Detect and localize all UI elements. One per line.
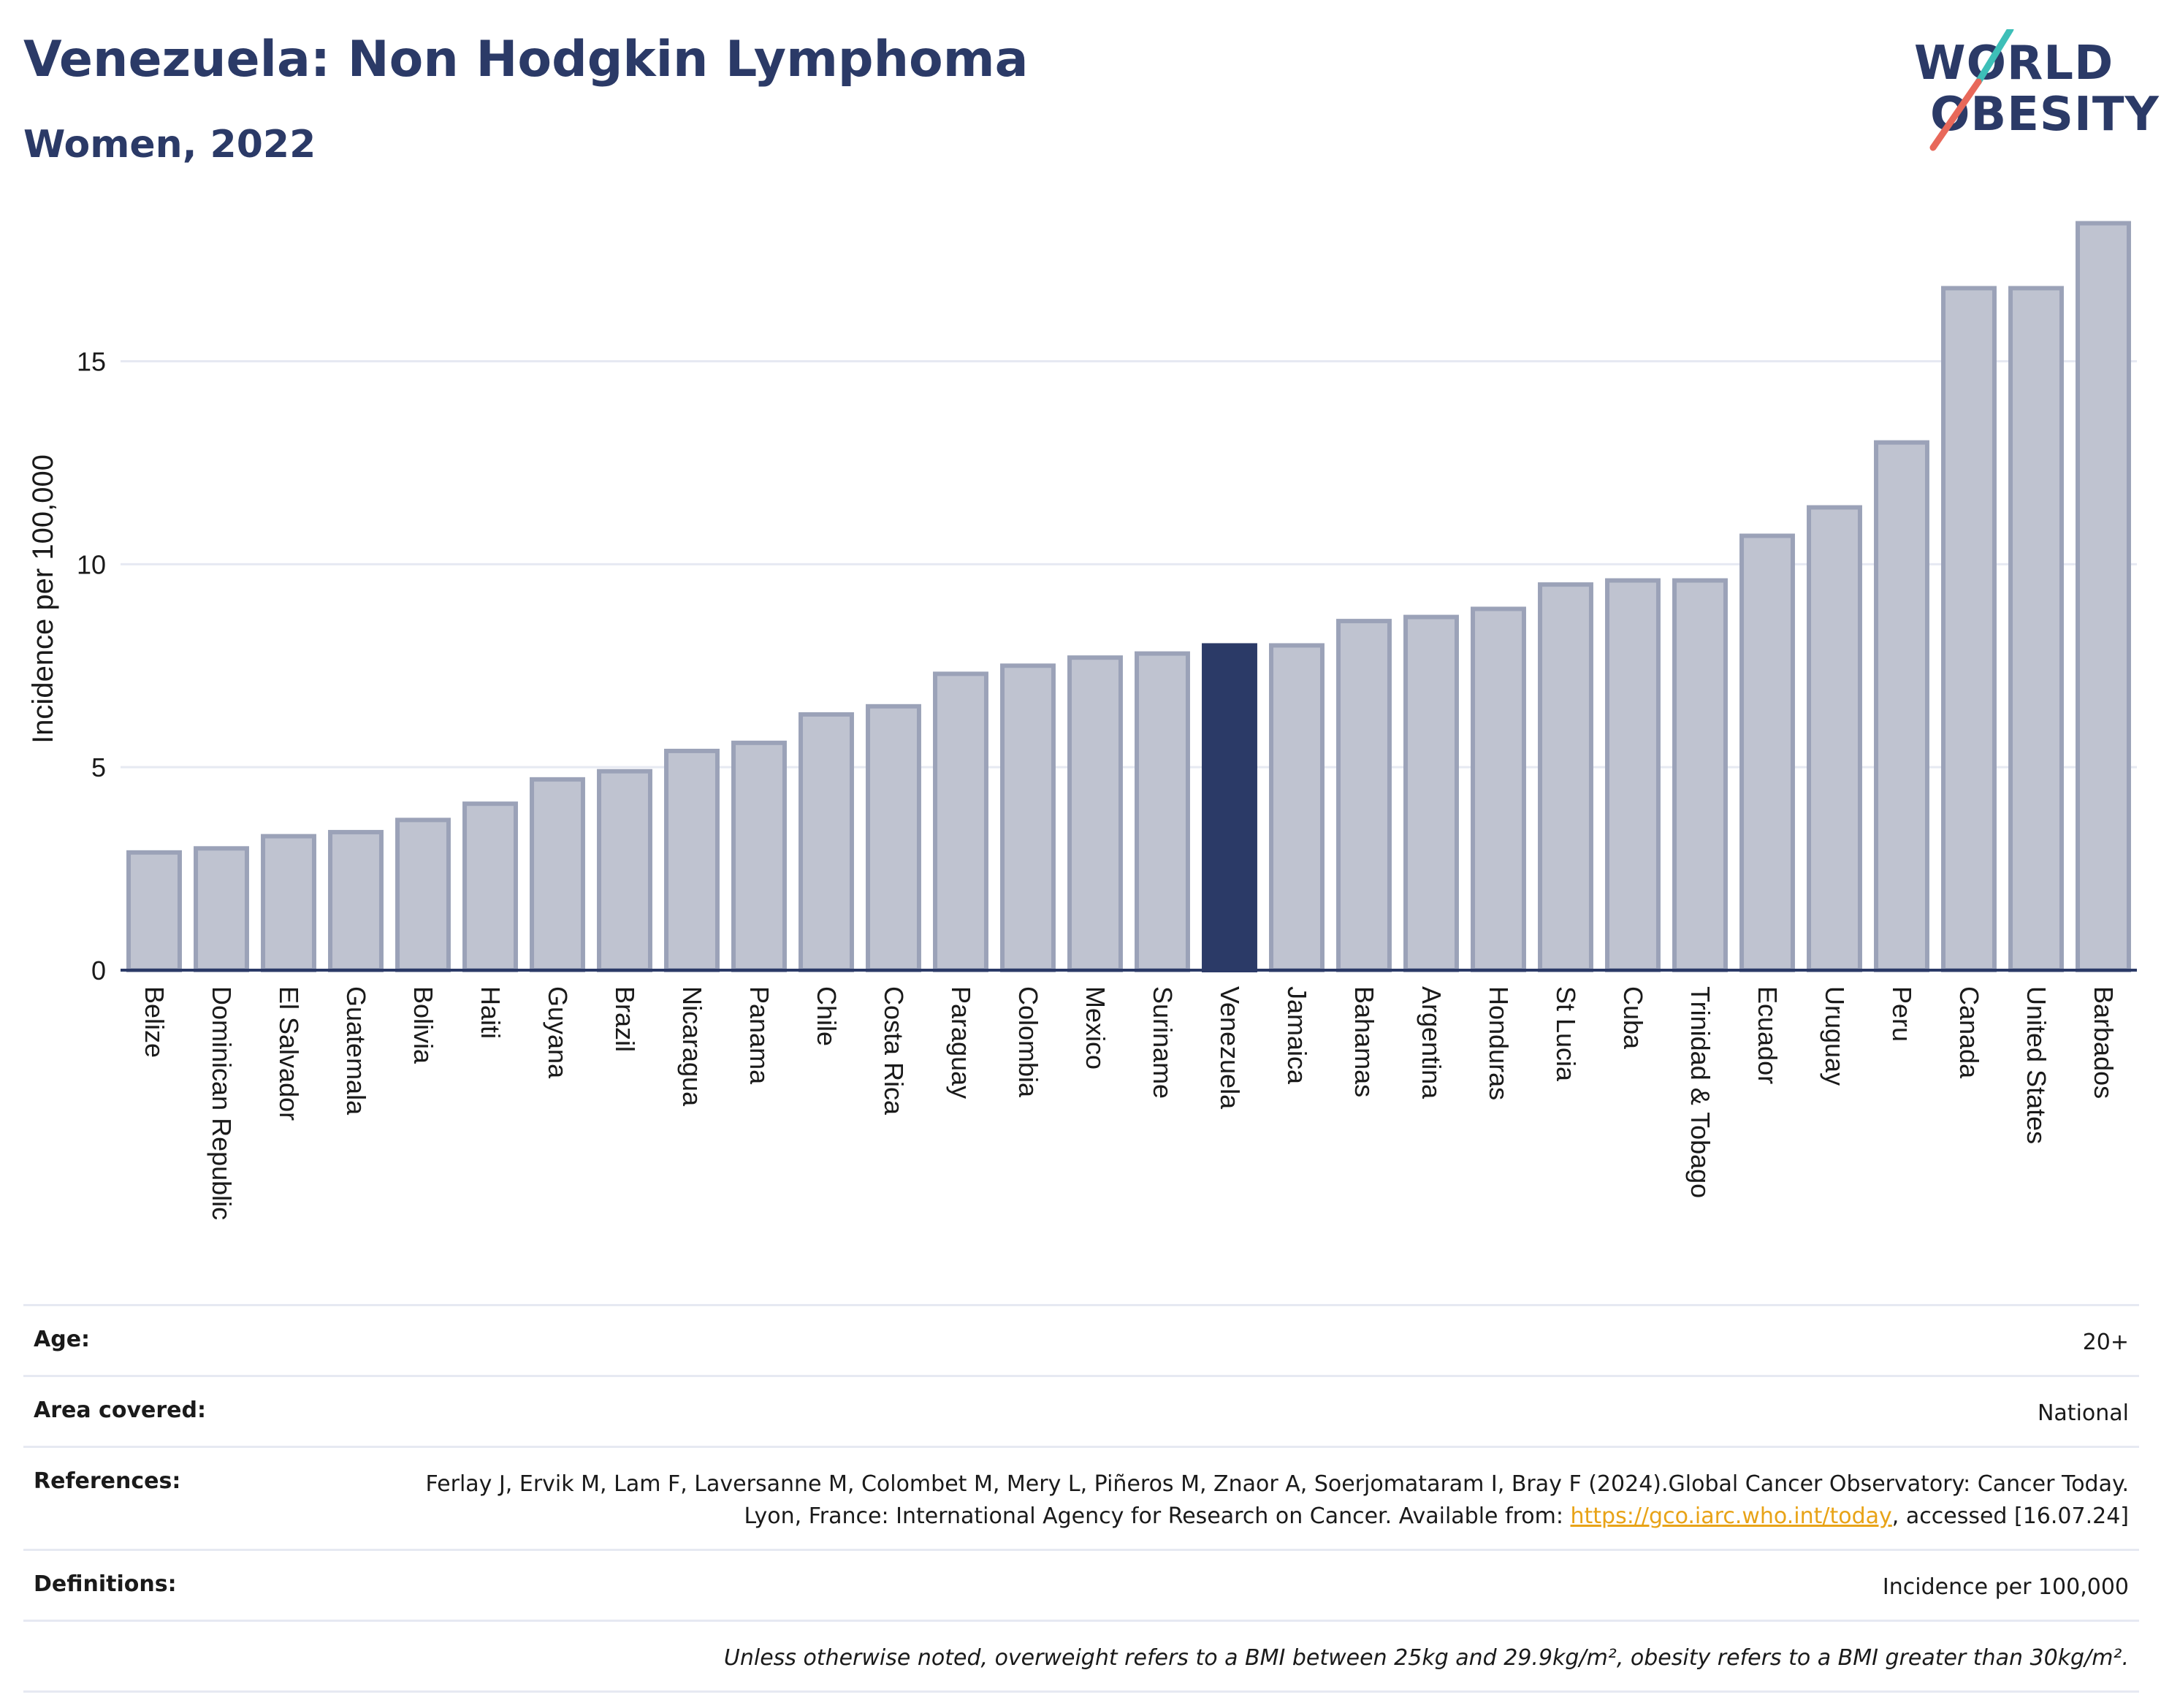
bar-united-states <box>2008 286 2064 973</box>
area-label: Area covered: <box>34 1398 206 1423</box>
bar-costa-rica <box>866 704 921 972</box>
info-row-age: Age: 20+ <box>23 1304 2139 1375</box>
x-tick-label: Guatemala <box>341 986 371 1116</box>
x-tick-label: Canada <box>1954 986 1984 1079</box>
logo-slash-icon <box>1929 29 2014 151</box>
tick-labels: 0 5 10 15 Belize Dominican Republic El Salvado… <box>77 346 2119 1220</box>
references-link[interactable]: https://gco.iarc.who.int/today <box>1570 1503 1892 1529</box>
x-tick-label: El Salvador <box>274 986 304 1121</box>
definitions-label: Definitions: <box>34 1571 177 1597</box>
x-tick-label: Ecuador <box>1753 986 1783 1084</box>
page-title: Venezuela: Non Hodgkin Lymphoma <box>23 31 1029 88</box>
x-tick-label: Chile <box>812 986 842 1046</box>
bar-cuba <box>1605 578 1661 972</box>
x-tick-label: Barbados <box>2089 986 2119 1099</box>
bar-trinidad-tobago <box>1672 578 1728 972</box>
references-label: References: <box>34 1468 181 1494</box>
bar-paraguay <box>933 671 988 972</box>
x-tick-label: Guyana <box>543 986 573 1079</box>
x-tick-label: Belize <box>140 986 169 1058</box>
bar-st-lucia <box>1538 582 1593 972</box>
page-subtitle: Women, 2022 <box>23 123 316 167</box>
bar-panama <box>731 740 787 972</box>
x-tick-label: Nicaragua <box>677 986 707 1107</box>
bar-chile <box>799 712 854 972</box>
bar-canada <box>1941 286 1997 973</box>
bar-uruguay <box>1807 505 1862 972</box>
info-row-definitions: Definitions: Incidence per 100,000 <box>23 1549 2139 1620</box>
references-text: Ferlay J, Ervik M, Lam F, Laversanne M, … <box>425 1471 2129 1529</box>
x-tick-label: Haiti <box>476 986 506 1039</box>
x-tick-label: Trinidad & Tobago <box>1685 986 1715 1198</box>
info-row-references: References: Ferlay J, Ervik M, Lam F, La… <box>23 1446 2139 1549</box>
x-tick-label: Bahamas <box>1349 986 1379 1097</box>
x-tick-label: St Lucia <box>1551 986 1581 1082</box>
info-row-area: Area covered: National <box>23 1375 2139 1446</box>
x-tick-label: Peru <box>1887 986 1917 1042</box>
x-tick-label: Cuba <box>1618 986 1648 1050</box>
bar-colombia <box>1000 663 1056 972</box>
x-tick-label: Mexico <box>1080 986 1110 1070</box>
bar-bahamas <box>1336 619 1392 972</box>
y-tick-label: 10 <box>77 549 106 579</box>
x-tick-label: Bolivia <box>408 986 438 1064</box>
age-label: Age: <box>34 1327 91 1352</box>
info-row-note: Unless otherwise noted, overweight refer… <box>23 1620 2139 1693</box>
grid-lines <box>121 359 2137 769</box>
bar-guyana <box>530 777 585 972</box>
logo-word-world: WORLD <box>1914 37 2114 91</box>
bar-mexico <box>1067 655 1123 972</box>
x-tick-label: United States <box>2021 986 2051 1144</box>
bar-ecuador <box>1739 533 1795 972</box>
bar-suriname <box>1135 651 1190 973</box>
bars <box>126 221 2131 973</box>
bar-barbados <box>2076 221 2131 972</box>
x-tick-label: Uruguay <box>1820 986 1850 1086</box>
x-tick-label: Paraguay <box>946 986 976 1099</box>
bar-dominican-republic <box>194 846 249 972</box>
x-tick-label: Brazil <box>610 986 640 1052</box>
bar-haiti <box>462 801 518 972</box>
world-obesity-logo: WORLD OBESITY <box>1899 29 2159 161</box>
bar-el-salvador <box>261 834 316 973</box>
x-tick-label: Panama <box>744 986 774 1085</box>
bar-brazil <box>597 769 652 972</box>
references-value: Ferlay J, Ervik M, Lam F, Laversanne M, … <box>376 1468 2129 1533</box>
bar-honduras <box>1471 606 1526 973</box>
x-tick-label: Dominican Republic <box>207 986 237 1220</box>
x-tick-label: Venezuela <box>1215 986 1245 1110</box>
bar-nicaragua <box>664 748 720 973</box>
bar-venezuela <box>1202 643 1257 972</box>
bar-belize <box>126 850 182 972</box>
bar-jamaica <box>1269 643 1325 972</box>
bar-chart: 0 5 10 15 Belize Dominican Republic El Salvado… <box>27 221 2137 1220</box>
y-tick-label: 15 <box>77 346 106 376</box>
x-tick-label: Argentina <box>1417 986 1447 1099</box>
info-table: Age: 20+ Area covered: National Referenc… <box>23 1304 2139 1693</box>
x-tick-label: Honduras <box>1484 986 1514 1100</box>
references-accessed: , accessed [16.07.24] <box>1891 1503 2129 1529</box>
y-tick-label: 5 <box>91 752 106 782</box>
y-tick-label: 0 <box>91 956 106 985</box>
area-value: National <box>2037 1400 2129 1426</box>
x-tick-label: Jamaica <box>1282 986 1312 1085</box>
bar-peru <box>1874 440 1929 972</box>
definitions-value: Incidence per 100,000 <box>1882 1574 2129 1600</box>
bmi-note: Unless otherwise noted, overweight refer… <box>723 1645 2129 1671</box>
x-tick-label: Costa Rica <box>879 986 909 1116</box>
age-value: 20+ <box>2082 1330 2129 1355</box>
bar-bolivia <box>395 817 451 973</box>
bar-guatemala <box>328 830 384 973</box>
x-tick-label: Colombia <box>1013 986 1043 1098</box>
x-tick-label: Suriname <box>1148 986 1178 1099</box>
bar-argentina <box>1403 614 1459 972</box>
y-axis-label: Incidence per 100,000 <box>27 454 59 744</box>
